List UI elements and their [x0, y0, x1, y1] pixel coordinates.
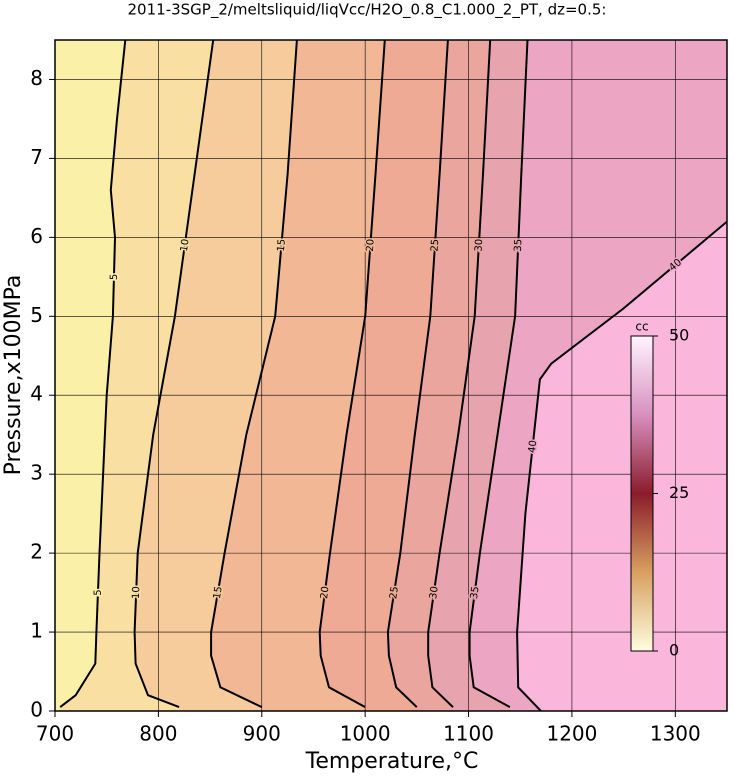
contour-line	[210, 40, 298, 709]
colorbar-tick-label: 25	[669, 483, 689, 502]
x-tick-label: 1100	[443, 722, 494, 746]
y-tick-label: 4	[30, 382, 43, 406]
region	[55, 40, 126, 711]
y-tick-label: 5	[30, 303, 43, 327]
contour-label: 10	[131, 586, 142, 599]
y-tick-label: 6	[30, 224, 43, 248]
contour-label: 25	[388, 586, 401, 600]
contour-label: 15	[212, 585, 225, 599]
y-tick-label: 1	[30, 619, 43, 643]
contour-label: 20	[319, 586, 332, 600]
contour-label: 15	[276, 238, 288, 252]
colorbar-tick-label: 0	[669, 641, 679, 660]
contour-label: 5	[93, 589, 104, 596]
colorbar	[630, 335, 654, 652]
contour-line	[427, 40, 492, 708]
contour-line	[318, 40, 386, 708]
contour-line	[386, 40, 449, 708]
x-tick-label: 1200	[546, 722, 597, 746]
contour-label: 10	[179, 238, 192, 252]
y-tick-label: 7	[30, 145, 43, 169]
contour-label: 30	[428, 586, 441, 600]
contour-line	[468, 40, 529, 708]
contour-label: 40	[527, 440, 539, 454]
contour-line	[133, 40, 215, 709]
y-axis-label: Pressure,x100MPa	[1, 275, 26, 476]
contour-line	[59, 40, 127, 708]
x-tick-label: 1000	[340, 722, 391, 746]
y-tick-label: 3	[30, 461, 43, 485]
x-tick-label: 1300	[650, 722, 701, 746]
contour-label: 30	[474, 239, 486, 252]
contour-label: 35	[469, 586, 482, 600]
overlay: 700 800 900 1000 1100 1200 1300 0 1 2 3 4 5 6 7 8 0 25 50 c…	[30, 39, 728, 746]
x-tick-label: 700	[36, 722, 74, 746]
x-tick-label: 900	[243, 722, 281, 746]
plot-frame	[54, 39, 728, 712]
contour-label: 20	[365, 239, 377, 252]
colorbar-tick-label: 50	[669, 326, 689, 345]
y-tick-label: 0	[30, 698, 43, 722]
colorbar-label: cc	[635, 320, 648, 334]
contour-line	[516, 220, 727, 711]
x-tick-label: 800	[139, 722, 177, 746]
contour-label: 5	[109, 274, 120, 281]
y-tick-label: 8	[30, 66, 43, 90]
contour-label: 25	[430, 239, 442, 252]
y-tick-label: 2	[30, 540, 43, 564]
contour-label: 35	[513, 239, 525, 252]
x-axis-label: Temperature,°C	[305, 749, 479, 774]
chart-title: 2011-3SGP_2/meltsliquid/liqVcc/H2O_0.8_C…	[128, 1, 607, 20]
